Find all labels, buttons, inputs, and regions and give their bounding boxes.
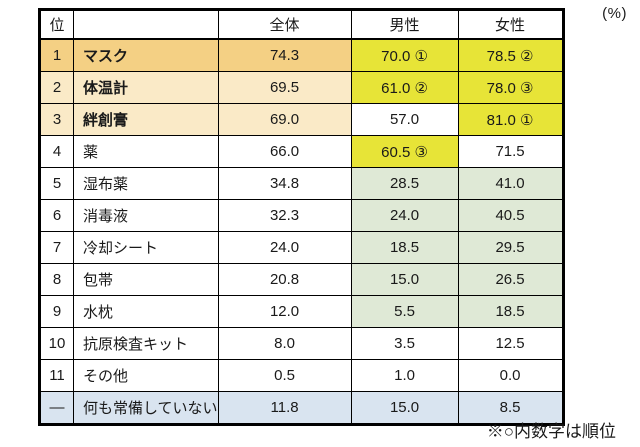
female-cell: 12.5 xyxy=(457,327,564,360)
overall-cell: 66.0 xyxy=(217,135,352,168)
male-cell: 60.5 ③ xyxy=(350,135,459,168)
rank-cell: 5 xyxy=(39,167,74,200)
rank-cell: 4 xyxy=(39,135,74,168)
male-cell: 57.0 xyxy=(350,103,459,136)
table-row: 4 薬 66.0 60.5 ③ 71.5 xyxy=(39,135,564,168)
female-cell: 29.5 xyxy=(457,231,564,264)
rank-cell: 6 xyxy=(39,199,74,232)
male-cell: 3.5 xyxy=(350,327,459,360)
female-cell: 8.5 xyxy=(457,391,564,425)
male-cell: 70.0 ① xyxy=(350,38,459,72)
item-cell: 抗原検査キット xyxy=(73,327,219,360)
item-cell: 水枕 xyxy=(73,295,219,328)
female-cell: 81.0 ① xyxy=(457,103,564,136)
overall-cell: 20.8 xyxy=(217,263,352,296)
male-cell: 1.0 xyxy=(350,359,459,392)
rank-cell: 11 xyxy=(39,359,74,392)
table-row: 1 マスク 74.3 70.0 ① 78.5 ② xyxy=(39,38,564,72)
table-row: 3 絆創膏 69.0 57.0 81.0 ① xyxy=(39,103,564,136)
header-rank: 位 xyxy=(39,9,74,40)
rank-cell: 2 xyxy=(39,71,74,104)
ranking-table: 位 全体 男性 女性 1 マスク 74.3 70.0 ① 78.5 ② 2 体温… xyxy=(38,8,565,426)
overall-cell: 74.3 xyxy=(217,38,352,72)
item-cell: 消毒液 xyxy=(73,199,219,232)
rank-cell: ― xyxy=(39,391,74,425)
item-cell: その他 xyxy=(73,359,219,392)
item-cell: 湿布薬 xyxy=(73,167,219,200)
table-row: 6 消毒液 32.3 24.0 40.5 xyxy=(39,199,564,232)
header-row: 位 全体 男性 女性 xyxy=(39,9,564,40)
male-cell: 61.0 ② xyxy=(350,71,459,104)
item-cell: マスク xyxy=(73,38,219,72)
rank-cell: 1 xyxy=(39,38,74,72)
header-item xyxy=(73,9,219,40)
overall-cell: 8.0 xyxy=(217,327,352,360)
male-cell: 15.0 xyxy=(350,263,459,296)
rank-cell: 3 xyxy=(39,103,74,136)
rank-cell: 8 xyxy=(39,263,74,296)
unit-label: (%) xyxy=(602,5,627,22)
table-row: 11 その他 0.5 1.0 0.0 xyxy=(39,359,564,392)
overall-cell: 32.3 xyxy=(217,199,352,232)
overall-cell: 34.8 xyxy=(217,167,352,200)
table-row: 2 体温計 69.5 61.0 ② 78.0 ③ xyxy=(39,71,564,104)
item-cell: 体温計 xyxy=(73,71,219,104)
female-cell: 78.0 ③ xyxy=(457,71,564,104)
female-cell: 26.5 xyxy=(457,263,564,296)
item-cell: 冷却シート xyxy=(73,231,219,264)
rank-cell: 9 xyxy=(39,295,74,328)
female-cell: 71.5 xyxy=(457,135,564,168)
table-row: 9 水枕 12.0 5.5 18.5 xyxy=(39,295,564,328)
item-cell: 包帯 xyxy=(73,263,219,296)
table-row: ― 何も常備していない 11.8 15.0 8.5 xyxy=(39,391,564,425)
female-cell: 18.5 xyxy=(457,295,564,328)
table-row: 5 湿布薬 34.8 28.5 41.0 xyxy=(39,167,564,200)
table-row: 8 包帯 20.8 15.0 26.5 xyxy=(39,263,564,296)
female-cell: 40.5 xyxy=(457,199,564,232)
header-male: 男性 xyxy=(350,9,459,40)
item-cell: 薬 xyxy=(73,135,219,168)
header-female: 女性 xyxy=(457,9,564,40)
male-cell: 24.0 xyxy=(350,199,459,232)
item-cell: 何も常備していない xyxy=(73,391,219,425)
rank-cell: 7 xyxy=(39,231,74,264)
overall-cell: 24.0 xyxy=(217,231,352,264)
overall-cell: 69.5 xyxy=(217,71,352,104)
overall-cell: 11.8 xyxy=(217,391,352,425)
female-cell: 78.5 ② xyxy=(457,38,564,72)
overall-cell: 0.5 xyxy=(217,359,352,392)
item-cell: 絆創膏 xyxy=(73,103,219,136)
overall-cell: 12.0 xyxy=(217,295,352,328)
rank-cell: 10 xyxy=(39,327,74,360)
male-cell: 18.5 xyxy=(350,231,459,264)
table-row: 10 抗原検査キット 8.0 3.5 12.5 xyxy=(39,327,564,360)
footnote: ※○内数字は順位 xyxy=(486,422,616,441)
table-row: 7 冷却シート 24.0 18.5 29.5 xyxy=(39,231,564,264)
male-cell: 15.0 xyxy=(350,391,459,425)
header-overall: 全体 xyxy=(217,9,352,40)
male-cell: 28.5 xyxy=(350,167,459,200)
male-cell: 5.5 xyxy=(350,295,459,328)
female-cell: 41.0 xyxy=(457,167,564,200)
overall-cell: 69.0 xyxy=(217,103,352,136)
female-cell: 0.0 xyxy=(457,359,564,392)
